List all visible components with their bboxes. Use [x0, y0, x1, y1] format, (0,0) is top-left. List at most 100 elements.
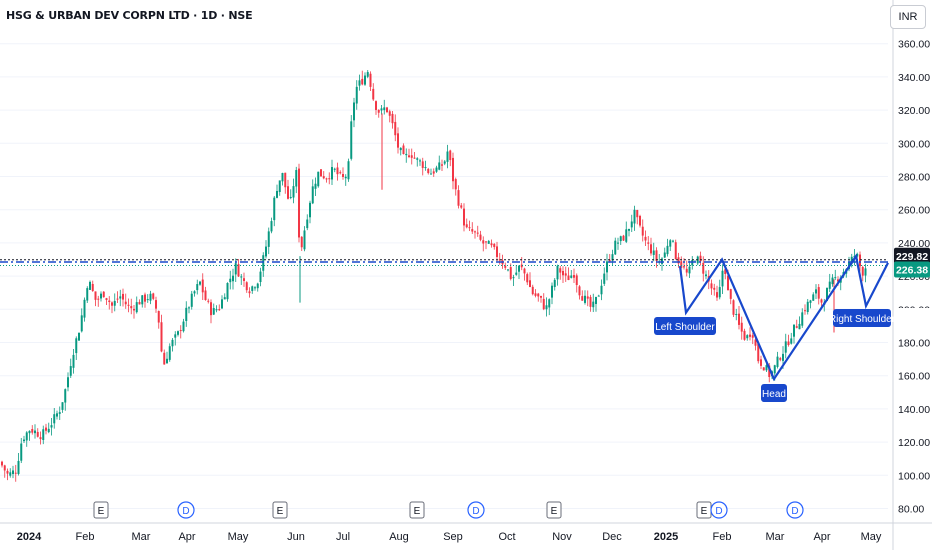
- candle: [111, 301, 113, 314]
- candle: [452, 152, 454, 190]
- candle-body: [493, 243, 496, 248]
- y-tick-label: 180.00: [898, 338, 930, 350]
- chart-title: HSG & URBAN DEV CORPN LTD · 1D · NSE: [6, 9, 253, 22]
- candle-body: [58, 412, 61, 414]
- earnings-marker: E: [93, 501, 109, 519]
- dividend-badge: [177, 501, 195, 519]
- candle: [735, 308, 738, 321]
- candle: [619, 235, 622, 245]
- candle-body: [603, 273, 606, 284]
- candle-body: [790, 338, 793, 344]
- dividend-text: D: [791, 506, 798, 517]
- candle: [361, 70, 364, 86]
- candle-body: [523, 268, 526, 274]
- candle: [463, 203, 465, 232]
- candle-body: [496, 246, 498, 258]
- candle-body: [287, 186, 289, 199]
- candle: [457, 185, 460, 209]
- candle-body: [86, 288, 89, 301]
- candle-body: [105, 298, 108, 300]
- candle: [570, 269, 573, 279]
- candle-body: [259, 271, 262, 283]
- candle-body: [39, 437, 42, 440]
- candle: [661, 257, 663, 271]
- candles: [1, 70, 867, 482]
- dividend-marker: D: [710, 501, 728, 519]
- candle-body: [185, 307, 188, 321]
- candle: [815, 284, 817, 300]
- candle-body: [564, 273, 567, 276]
- candle: [537, 292, 540, 302]
- currency-button[interactable]: INR: [890, 5, 926, 29]
- candle-body: [166, 358, 168, 364]
- candle-body: [408, 155, 410, 158]
- candle-body: [817, 287, 820, 299]
- x-tick-label: 2025: [654, 531, 678, 543]
- candle: [265, 240, 267, 259]
- candle-body: [42, 429, 45, 441]
- candle-body: [421, 161, 424, 168]
- candle-body: [487, 240, 490, 244]
- earnings-marker: E: [696, 501, 712, 519]
- x-tick-label: May: [861, 531, 882, 543]
- candle: [152, 292, 155, 301]
- candle: [320, 169, 322, 177]
- candle-body: [80, 315, 83, 332]
- candle: [102, 291, 105, 298]
- candle-body: [710, 283, 713, 289]
- candle-body: [245, 282, 248, 291]
- x-tick-label: May: [228, 531, 249, 543]
- candle-body: [350, 121, 353, 159]
- candle-body: [430, 173, 432, 175]
- candle: [592, 293, 595, 313]
- candle-body: [680, 261, 683, 268]
- candle-body: [20, 443, 23, 461]
- candle-body: [647, 242, 650, 244]
- candle: [86, 286, 89, 303]
- candle: [339, 170, 342, 175]
- candle: [317, 171, 320, 188]
- x-tick-label: Oct: [498, 531, 515, 543]
- candle-body: [727, 275, 729, 291]
- candle: [589, 294, 592, 312]
- candle-body: [314, 183, 317, 189]
- candle: [300, 236, 303, 251]
- candle-body: [333, 168, 336, 170]
- candle: [149, 290, 152, 305]
- candle: [691, 256, 694, 270]
- candle-body: [201, 279, 204, 293]
- candle: [119, 289, 122, 307]
- candle: [105, 297, 108, 305]
- dividend-text: D: [182, 506, 189, 517]
- candle-body: [171, 339, 174, 347]
- candle: [342, 167, 344, 180]
- candle-body: [677, 257, 680, 264]
- earnings-badge: [546, 501, 562, 519]
- candle: [573, 268, 575, 283]
- candle-body: [190, 293, 193, 307]
- candle: [402, 143, 405, 155]
- candle-body: [138, 301, 141, 305]
- candle-body: [111, 302, 113, 306]
- candle-body: [666, 245, 669, 255]
- candle: [248, 287, 251, 298]
- candle: [732, 299, 735, 318]
- candle-body: [23, 439, 25, 442]
- candle-body: [278, 180, 281, 193]
- candle: [256, 282, 259, 292]
- candle-body: [347, 161, 350, 180]
- candle: [493, 243, 496, 250]
- candle: [551, 282, 553, 305]
- candle-body: [633, 209, 636, 224]
- pattern-line: [678, 253, 889, 382]
- candle: [347, 158, 350, 182]
- y-tick-label: 360.00: [898, 39, 930, 51]
- candle-body: [149, 293, 152, 301]
- candle-body: [309, 202, 311, 218]
- candle-body: [809, 300, 812, 303]
- candle: [746, 334, 749, 341]
- candle: [696, 255, 699, 266]
- candle-body: [416, 158, 419, 160]
- pattern-label-bg: [654, 317, 716, 335]
